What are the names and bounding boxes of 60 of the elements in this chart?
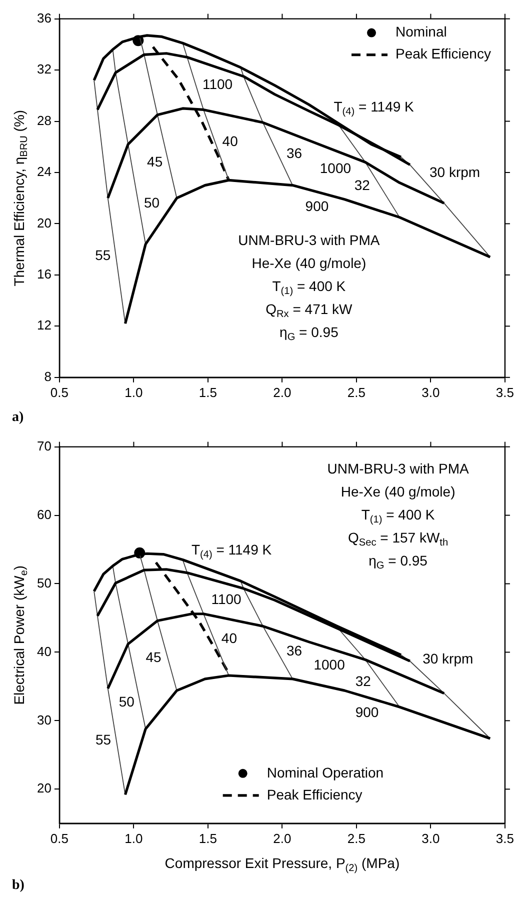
annotation: 1100 <box>202 76 233 92</box>
text: b) <box>12 878 26 894</box>
x-tick-label: 2.5 <box>347 384 366 400</box>
y-tick-label: 8 <box>44 368 52 384</box>
annotation: 45 <box>146 648 162 665</box>
x-tick-label: 0.5 <box>50 830 68 846</box>
annotation: 55 <box>95 247 111 264</box>
y-tick-label: 30 <box>36 712 52 728</box>
y-tick-label: 24 <box>36 164 52 180</box>
annotation: He-Xe (40 g/mole) <box>340 483 456 500</box>
y-tick-label: 16 <box>36 266 52 282</box>
annotation: 1000 <box>314 656 346 672</box>
y-tick-label: 12 <box>36 318 52 333</box>
annotation: 1100 <box>211 590 242 607</box>
y-tick-label: 20 <box>36 215 52 230</box>
annotation: 36 <box>286 642 302 659</box>
annotation: 32 <box>354 176 370 193</box>
annotation: 50 <box>144 194 160 210</box>
x-tick-label: 3.5 <box>496 830 514 846</box>
y-axis-title: Thermal Efficiency, ηBRU (%) <box>10 110 30 286</box>
x-tick-label: 1.5 <box>198 384 217 400</box>
annotation: 30 krpm <box>429 164 480 180</box>
y-tick-label: 40 <box>36 644 52 659</box>
x-tick-label: 2.5 <box>347 830 366 846</box>
text: a) <box>12 410 25 426</box>
y-tick-label: 28 <box>36 112 52 128</box>
annotation: 40 <box>221 630 238 646</box>
annotation: He-Xe (40 g/mole) <box>252 254 366 271</box>
annotation: 50 <box>118 694 135 710</box>
annotation: 55 <box>95 731 112 748</box>
legend-label: Peak Efficiency <box>266 786 362 802</box>
y-tick-label: 60 <box>36 506 52 522</box>
y-tick-label: 50 <box>36 575 52 590</box>
x-tick-label: 3.0 <box>422 830 440 846</box>
annotation: 32 <box>355 673 372 690</box>
x-tick-label: 3.0 <box>422 384 440 400</box>
annotation: 40 <box>222 133 238 149</box>
y-tick-label: 32 <box>36 62 52 77</box>
annotation: 1000 <box>320 160 352 176</box>
annotation: 45 <box>147 154 163 170</box>
x-tick-label: 1.0 <box>124 384 143 400</box>
annotation: UNM-BRU-3 with PMA <box>327 460 470 476</box>
y-tick-label: 70 <box>36 438 52 454</box>
annotation: 30 krpm <box>422 650 474 667</box>
x-tick-label: 2.0 <box>273 830 292 846</box>
x-tick-label: 2.0 <box>273 384 292 400</box>
y-tick-label: 36 <box>36 10 52 26</box>
x-tick-label: 1.5 <box>198 830 217 846</box>
annotation: 36 <box>286 145 302 162</box>
legend-label: Peak Efficiency <box>396 46 491 62</box>
legend-label: Nominal <box>396 24 447 40</box>
y-tick-label: 20 <box>36 780 52 796</box>
annotation: 900 <box>305 198 329 214</box>
annotation: 900 <box>355 704 379 720</box>
x-tick-label: 1.0 <box>124 830 143 846</box>
legend-label: Nominal Operation <box>266 764 384 780</box>
x-tick-label: 0.5 <box>50 384 68 400</box>
annotation: UNM-BRU-3 with PMA <box>238 232 380 248</box>
y-axis-title: Electrical Power (kWe) <box>10 565 30 705</box>
x-tick-label: 3.5 <box>496 384 514 400</box>
